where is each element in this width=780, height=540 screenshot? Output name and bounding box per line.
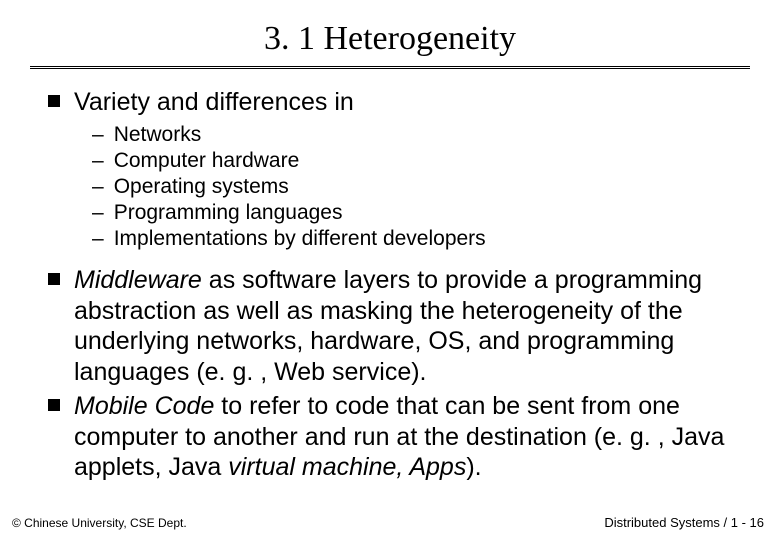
title-divider <box>30 66 750 69</box>
slide-title: 3. 1 Heterogeneity <box>30 20 750 58</box>
dash-icon: – <box>92 226 104 251</box>
bullet-text: Variety and differences in <box>74 87 354 118</box>
bullet-text-rest-b: ). <box>466 453 481 481</box>
italic-term: virtual machine, Apps <box>228 453 466 481</box>
slide-container: 3. 1 Heterogeneity Variety and differenc… <box>0 0 780 540</box>
content-area: Variety and differences in – Networks – … <box>30 87 750 483</box>
sub-bullet-text: Operating systems <box>114 174 289 199</box>
sub-bullet-item: – Networks <box>92 122 750 147</box>
sub-bullet-item: – Implementations by different developer… <box>92 226 750 251</box>
italic-term: Middleware <box>74 266 202 294</box>
bullet-text: Mobile Code to refer to code that can be… <box>74 391 750 483</box>
sub-bullet-item: – Operating systems <box>92 174 750 199</box>
dash-icon: – <box>92 148 104 173</box>
bullet-text: Middleware as software layers to provide… <box>74 265 750 387</box>
sub-bullet-text: Programming languages <box>114 200 343 225</box>
footer-page-number: Distributed Systems / 1 - 16 <box>604 515 764 530</box>
sub-bullet-text: Implementations by different developers <box>114 226 486 251</box>
bullet-item: Middleware as software layers to provide… <box>48 265 750 387</box>
footer-copyright: © Chinese University, CSE Dept. <box>12 516 187 530</box>
square-bullet-icon <box>48 273 60 285</box>
sub-bullet-item: – Computer hardware <box>92 148 750 173</box>
dash-icon: – <box>92 174 104 199</box>
italic-term: Mobile Code <box>74 392 214 420</box>
dash-icon: – <box>92 122 104 147</box>
bullet-item: Mobile Code to refer to code that can be… <box>48 391 750 483</box>
square-bullet-icon <box>48 399 60 411</box>
sub-bullet-item: – Programming languages <box>92 200 750 225</box>
sub-bullet-list: – Networks – Computer hardware – Operati… <box>48 122 750 252</box>
sub-bullet-text: Computer hardware <box>114 148 300 173</box>
bullet-item: Variety and differences in <box>48 87 750 118</box>
dash-icon: – <box>92 200 104 225</box>
sub-bullet-text: Networks <box>114 122 202 147</box>
square-bullet-icon <box>48 95 60 107</box>
